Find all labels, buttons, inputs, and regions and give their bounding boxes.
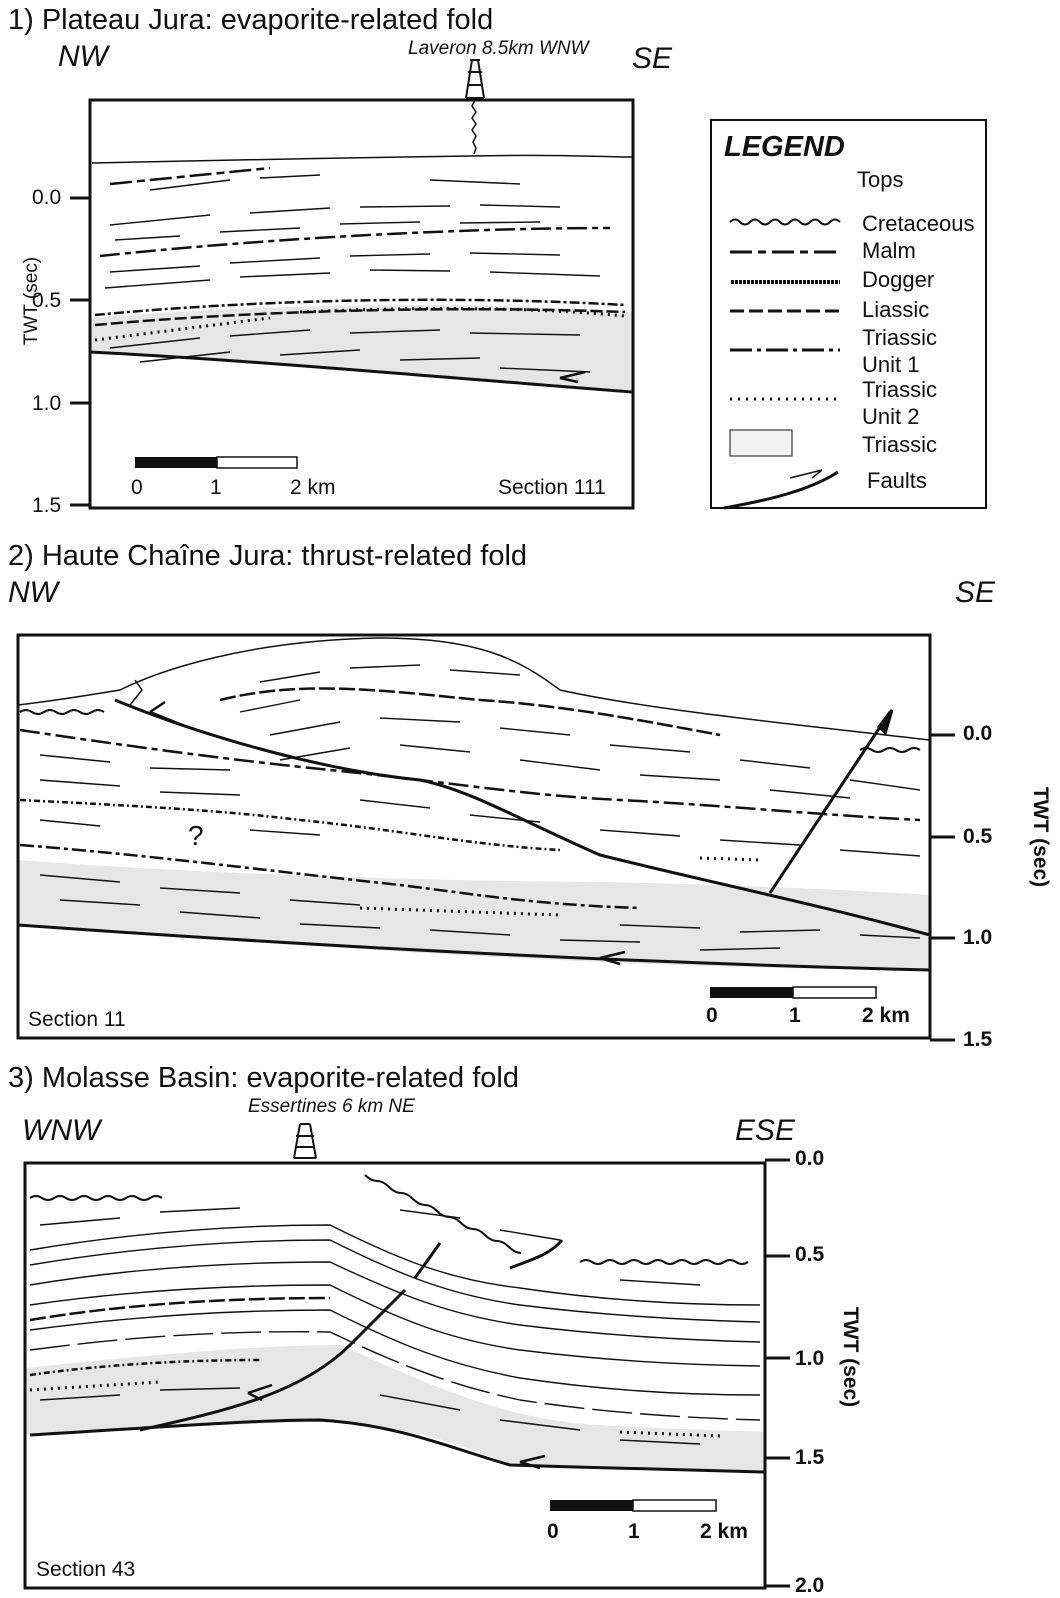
panel3-tick-0: 0.0 — [795, 1147, 825, 1170]
panel2-scale-1: 1 — [789, 1004, 801, 1027]
panel1-tick-2: 1.0 — [32, 392, 62, 415]
panel1-right-direction: SE — [632, 42, 673, 75]
panel3-well-label: Essertines 6 km NE — [248, 1096, 415, 1117]
panel2-scale-bar-white — [792, 986, 877, 999]
panel2-scale-0: 0 — [706, 1004, 718, 1027]
panel2-title: 2) Haute Chaîne Jura: thrust-related fol… — [8, 540, 528, 572]
legend-label-malm: Malm — [862, 238, 916, 263]
panel1-topography — [91, 154, 633, 164]
panel2-scale-bar-black — [710, 987, 793, 998]
panel1-tick-3: 1.5 — [32, 494, 62, 517]
panel1-scale-0: 0 — [131, 476, 143, 499]
panel1-scale-bar-black — [135, 457, 217, 468]
panel1-well-label: Laveron 8.5km WNW — [408, 38, 589, 59]
panel1-basal-fault — [89, 350, 633, 394]
panel2-tick-2: 1.0 — [963, 926, 993, 949]
panel3-scale-2: 2 km — [700, 1520, 748, 1543]
panel2-main-thrust — [114, 698, 931, 937]
legend-symbol-fault — [723, 470, 839, 510]
panel2-section — [16, 633, 955, 1042]
legend-label-cretaceous: Cretaceous — [862, 211, 975, 236]
panel2-basal-fault — [17, 923, 931, 972]
panel2-triassic-fill — [18, 860, 930, 970]
legend-label-dogger: Dogger — [862, 267, 935, 292]
panel3-basal-fault — [29, 1418, 766, 1474]
panel3-frame — [23, 1161, 767, 1590]
legend-box: LEGEND Tops Cretaceous Malm Dogger Liass… — [710, 119, 987, 509]
panel3-right-direction: ESE — [735, 1114, 796, 1147]
panel3-scale-bar-white — [632, 1499, 717, 1512]
panel1-well-icon — [465, 59, 485, 155]
panel1-frame — [88, 98, 635, 510]
panel1-tick-1: 0.5 — [32, 289, 62, 312]
panel1-section — [70, 59, 635, 510]
panel2-back-thrust — [768, 711, 892, 894]
panel1-scale-2: 2 km — [290, 476, 336, 499]
panel2-left-direction: NW — [8, 576, 58, 609]
legend-label-triassic-unit2: Triassic Unit 2 — [862, 377, 937, 429]
panel1-scale-1: 1 — [210, 476, 222, 499]
panel1-left-direction: NW — [58, 40, 108, 73]
legend-title: LEGEND — [724, 131, 845, 163]
panel3-section — [23, 1123, 790, 1590]
legend-symbols — [723, 218, 841, 510]
panel3-tick-1: 0.5 — [795, 1243, 825, 1266]
panel1-section-label: Section 111 — [498, 476, 606, 499]
panel3-tick-4: 2.0 — [795, 1574, 825, 1597]
legend-label-triassic-unit1: Triassic Unit 1 — [862, 325, 937, 377]
panel3-tick-2: 1.0 — [795, 1347, 825, 1370]
panel2-right-direction: SE — [955, 576, 996, 609]
panel3-scale-1: 1 — [628, 1520, 640, 1543]
panel1-scale-bar-white — [216, 456, 298, 469]
legend-subtitle: Tops — [857, 167, 904, 192]
panel3-left-direction: WNW — [22, 1114, 101, 1147]
panel3-section-label: Section 43 — [36, 1558, 136, 1581]
panel2-section-label: Section 11 — [28, 1008, 126, 1031]
panel2-tick-3: 1.5 — [963, 1028, 993, 1051]
panel1-triassic-fill — [90, 305, 632, 392]
legend-label-triassic: Triassic — [862, 432, 937, 457]
panel1-tick-0: 0.0 — [32, 186, 62, 209]
legend-symbol-triassic-fill — [729, 429, 793, 457]
panel2-unknown-marker: ? — [188, 820, 204, 851]
panel3-scale-bar-black — [550, 1500, 633, 1511]
legend-label-faults: Faults — [867, 468, 927, 493]
legend-symbol-cretaceous — [729, 218, 841, 226]
panel3-title: 3) Molasse Basin: evaporite-related fold — [8, 1062, 519, 1094]
panel2-tick-1: 0.5 — [963, 825, 993, 848]
panel2-frame — [16, 633, 932, 1040]
panel3-tick-3: 1.5 — [795, 1446, 825, 1469]
panel2-topography — [17, 637, 931, 741]
legend-symbol-dogger — [730, 280, 840, 284]
panel2-tick-0: 0.0 — [963, 722, 993, 745]
panel3-main-fault — [139, 1288, 407, 1432]
panel3-triassic-fill — [25, 1345, 765, 1472]
panel3-well-icon — [293, 1123, 317, 1159]
panel1-title: 1) Plateau Jura: evaporite-related fold — [8, 4, 494, 36]
panel2-scale-2: 2 km — [862, 1004, 910, 1027]
legend-label-liassic: Liassic — [862, 297, 930, 322]
panel3-scale-0: 0 — [547, 1520, 559, 1543]
